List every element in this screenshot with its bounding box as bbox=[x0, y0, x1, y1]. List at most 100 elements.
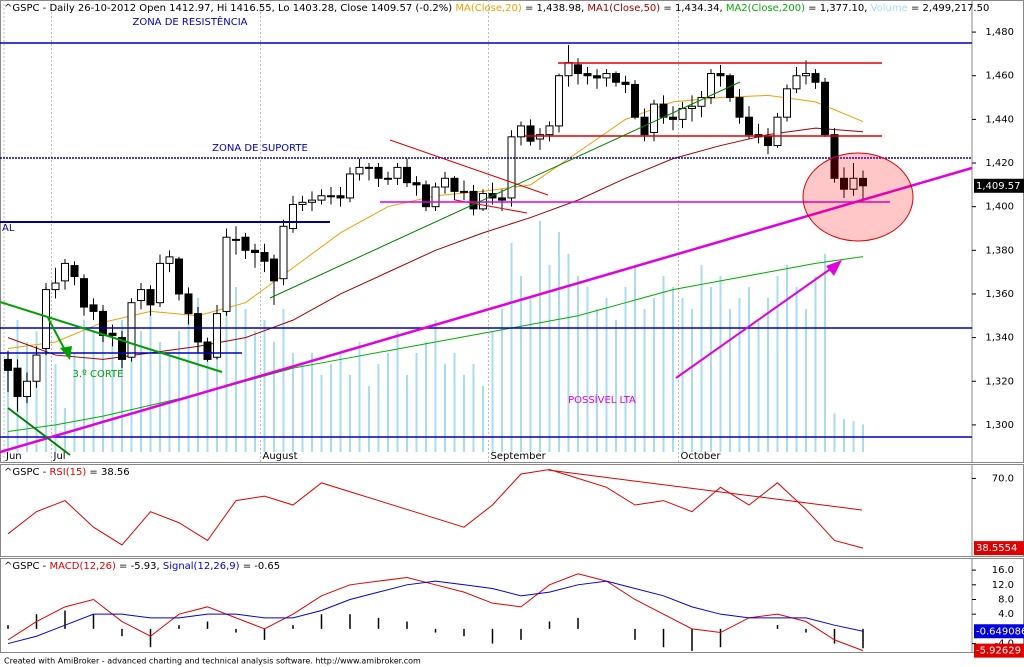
candle-body bbox=[621, 81, 630, 85]
y-tick-label: 70.0 bbox=[992, 473, 1014, 484]
legend-entry: MA(Close,20) bbox=[455, 3, 522, 14]
candle-body bbox=[735, 97, 744, 118]
candle-body bbox=[412, 182, 421, 186]
annotation: 3.º CORTE bbox=[73, 369, 124, 380]
candle-body bbox=[849, 177, 858, 190]
volume-bar bbox=[548, 265, 551, 452]
lta-line bbox=[0, 166, 973, 454]
rsi-line bbox=[7, 469, 864, 549]
volume-bar bbox=[501, 309, 503, 452]
volume-bar bbox=[311, 353, 313, 452]
legend-entry: MACD(12,26) bbox=[49, 561, 116, 572]
y-tick-label: 1,340 bbox=[985, 333, 1014, 344]
legend-entry: RSI(15) bbox=[49, 467, 86, 478]
candle-body bbox=[526, 125, 535, 142]
candle-body bbox=[336, 195, 345, 199]
candle-body bbox=[792, 75, 801, 90]
candle-body bbox=[260, 251, 269, 262]
volume-bar bbox=[225, 276, 228, 452]
candle-body bbox=[441, 177, 449, 188]
volume-bar bbox=[54, 364, 57, 452]
candle-body bbox=[450, 177, 459, 192]
x-tick-label: Jun bbox=[5, 451, 22, 462]
value-label: 1,409.57 bbox=[976, 181, 1021, 192]
volume-bar bbox=[748, 287, 750, 452]
candle-body bbox=[612, 73, 620, 83]
candle-body bbox=[460, 190, 468, 193]
candle-body bbox=[127, 302, 136, 358]
legend-entry: ^GSPC - bbox=[4, 561, 49, 572]
volume-bar bbox=[330, 364, 332, 452]
candle-body bbox=[830, 134, 839, 179]
volume-bar bbox=[320, 375, 323, 452]
volume-bar bbox=[339, 353, 342, 452]
candle-body bbox=[241, 236, 250, 251]
value-label: -0.649086 bbox=[976, 626, 1024, 637]
value-label-box bbox=[974, 643, 1024, 658]
candle-body bbox=[773, 116, 782, 147]
volume-bar bbox=[387, 353, 389, 452]
volume-bar bbox=[206, 342, 209, 452]
volume-bar bbox=[406, 375, 408, 452]
y-tick-label: 1,420 bbox=[985, 158, 1014, 169]
volume-bar bbox=[729, 309, 731, 452]
candle-body bbox=[308, 199, 316, 203]
annotation: AL bbox=[2, 223, 15, 234]
plot-layer: ^GSPC - Daily 26-10-2012 Open 1412.97, H… bbox=[4, 3, 1024, 658]
volume-bar bbox=[805, 309, 807, 452]
y-tick-label: 12.0 bbox=[992, 580, 1014, 591]
volume-bar bbox=[814, 276, 817, 452]
volume-bar bbox=[643, 309, 646, 452]
y-tick-label: 4.0 bbox=[998, 609, 1014, 620]
volume-bar bbox=[786, 265, 788, 452]
volume-bar bbox=[263, 320, 266, 452]
legend-entry: = 38.56 bbox=[86, 467, 129, 478]
arrow bbox=[47, 317, 67, 353]
candle-body bbox=[32, 354, 41, 382]
volume-bar bbox=[491, 331, 494, 452]
legend-entry: = -0.65 bbox=[240, 561, 281, 572]
legend-entry: = -5.93, bbox=[116, 561, 163, 572]
volume-bar bbox=[368, 386, 370, 452]
volume-bar bbox=[586, 287, 589, 452]
value-label-box bbox=[974, 178, 1024, 193]
candle-body bbox=[298, 201, 307, 205]
annotation: ZONA DE SUPORTE bbox=[212, 143, 308, 154]
candle-body bbox=[4, 358, 12, 371]
candle-body bbox=[146, 289, 155, 306]
candle-body bbox=[536, 134, 544, 140]
volume-bar bbox=[35, 331, 38, 452]
volume-bar bbox=[140, 331, 142, 452]
arrow-head bbox=[826, 260, 842, 276]
candle-body bbox=[764, 136, 772, 147]
candle-body bbox=[602, 73, 611, 79]
volume-bar bbox=[710, 287, 712, 452]
candle-body bbox=[811, 73, 820, 83]
y-tick-label: 1,480 bbox=[985, 27, 1014, 38]
candle-body bbox=[659, 103, 668, 118]
candle-body bbox=[669, 116, 677, 120]
volume-bar bbox=[615, 320, 617, 452]
candle-body bbox=[232, 238, 240, 241]
candle-body bbox=[355, 166, 364, 175]
volume-bar bbox=[254, 331, 256, 452]
volume-bar bbox=[159, 342, 161, 452]
volume-bar bbox=[520, 276, 522, 452]
value-label: -5.92629 bbox=[976, 646, 1021, 657]
volume-bar bbox=[634, 265, 636, 452]
candle-body bbox=[61, 262, 69, 282]
volume-bar bbox=[64, 408, 66, 452]
volume-bar bbox=[767, 298, 769, 452]
volume-bar bbox=[453, 353, 456, 452]
volume-bar bbox=[482, 386, 484, 452]
candle-body bbox=[498, 197, 506, 201]
candle-body bbox=[631, 83, 639, 118]
candle-body bbox=[23, 380, 31, 398]
candle-body bbox=[251, 249, 259, 253]
candle-body bbox=[99, 310, 107, 336]
candle-body bbox=[422, 184, 430, 208]
volume-bar bbox=[396, 331, 399, 452]
legend-entry: = 1,377.10, bbox=[805, 3, 871, 14]
candle-body bbox=[156, 262, 164, 304]
volume-bar bbox=[558, 232, 560, 452]
